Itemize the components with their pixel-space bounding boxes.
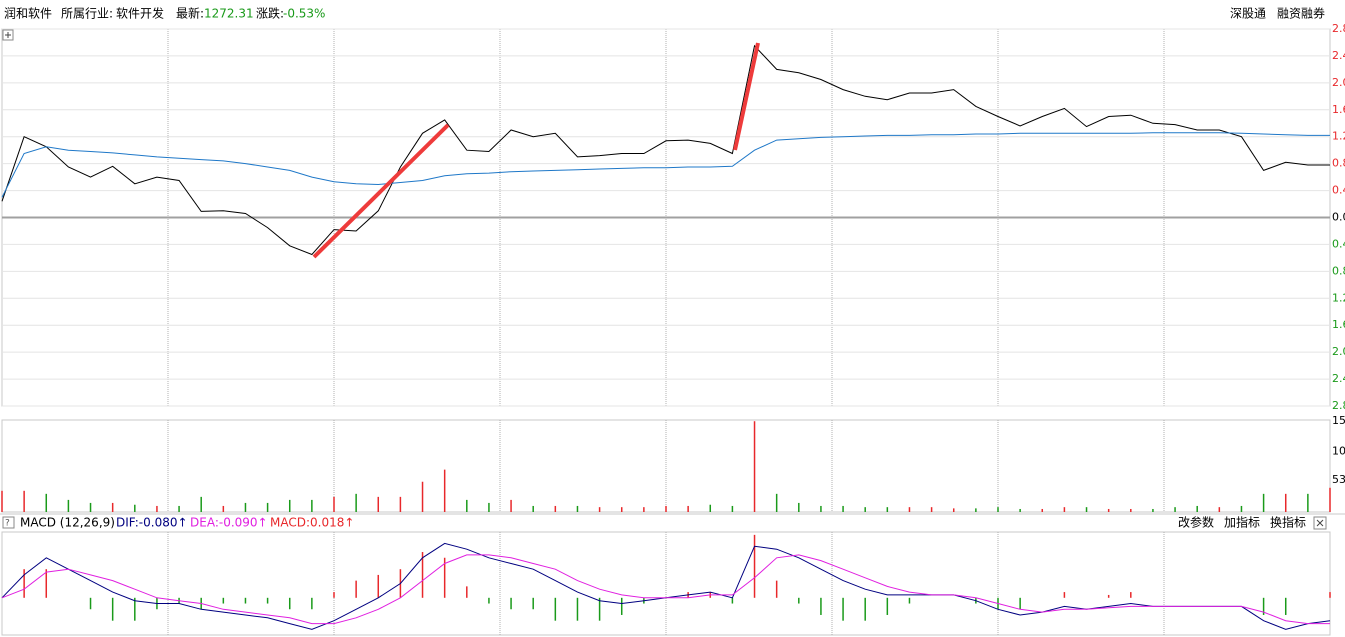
stock-name: 润和软件 <box>4 7 52 21</box>
y-tick-label: 0.8 <box>1332 264 1345 277</box>
help-button[interactable] <box>2 516 15 529</box>
y-tick-label: 2.0 <box>1332 345 1345 358</box>
indicator-button[interactable]: 改参数 <box>1178 515 1214 530</box>
y-tick-label: 0.0 <box>1332 211 1345 224</box>
change: -0.53% <box>283 7 325 21</box>
y-tick-label: 1.2 <box>1332 130 1345 143</box>
link[interactable]: 融资融券 <box>1277 6 1325 21</box>
link[interactable]: 深股通 <box>1230 7 1266 21</box>
y-tick-label: 1.6 <box>1332 103 1345 116</box>
legend-label: DEA:-0.090↑ <box>190 516 268 530</box>
trend-line <box>733 42 760 151</box>
y-tick-label: 0.4 <box>1332 237 1345 250</box>
industry-label: 所属行业: <box>61 7 113 21</box>
indicator-button[interactable]: 换指标 <box>1270 515 1306 530</box>
indicator-title: MACD (12,26,9) <box>20 516 115 530</box>
y-tick-label: 15 <box>1332 414 1345 427</box>
close-icon <box>1316 519 1324 527</box>
plus-icon <box>5 32 11 38</box>
indicator-button[interactable]: 加指标 <box>1224 515 1260 530</box>
latest-label: 最新: <box>176 6 204 21</box>
trend-line <box>312 123 450 259</box>
y-tick-label: 53 <box>1332 473 1345 486</box>
change-label: 涨跌: <box>256 6 284 21</box>
series-line <box>1 132 1330 198</box>
y-tick-label: 2.0 <box>1332 76 1345 89</box>
series-line <box>1 44 1330 256</box>
latest: 1272.31 <box>204 7 254 21</box>
legend-label: DIF:-0.080↑ <box>116 516 188 530</box>
help-icon: ? <box>5 519 10 529</box>
y-tick-label: 1.6 <box>1332 318 1345 331</box>
macd-frame <box>1 531 1331 636</box>
industry: 软件开发 <box>116 6 164 21</box>
y-tick-label: 0.8 <box>1332 157 1345 170</box>
y-tick-label: 2.4 <box>1332 372 1345 385</box>
y-tick-label: 2.8 <box>1332 399 1345 412</box>
y-tick-label: 2.8 <box>1332 22 1345 35</box>
legend-label: MACD:0.018↑ <box>270 516 354 530</box>
y-tick-label: 0.4 <box>1332 184 1345 197</box>
series-line <box>1 554 1330 625</box>
y-tick-label: 10 <box>1332 444 1345 457</box>
y-tick-label: 2.4 <box>1332 49 1345 62</box>
y-tick-label: 1.2 <box>1332 291 1345 304</box>
